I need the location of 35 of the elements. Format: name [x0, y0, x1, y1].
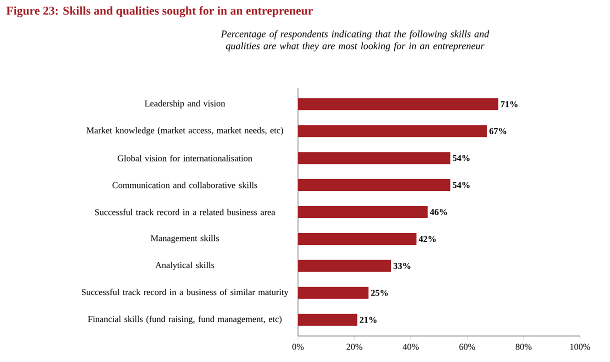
- x-tick-label: 100%: [570, 344, 590, 350]
- y-tick-label: Market knowledge (market access, market needs, etc): [86, 127, 284, 136]
- data-label: 67%: [489, 128, 506, 134]
- y-tick-label: Successful track record in a business of similar maturity: [82, 288, 288, 297]
- x-tick-label: 20%: [346, 344, 362, 350]
- bar: [298, 152, 450, 164]
- y-tick-label: Management skills: [150, 234, 219, 244]
- text: Figure 23: Skills and qualities sought for in an entrepreneur: [6, 6, 313, 18]
- y-tick-label: Financial skills (fund raising, fund management, etc): [88, 316, 282, 324]
- data-label: 71%: [500, 101, 518, 108]
- y-tick-label: Analytical skills: [155, 262, 214, 270]
- bar: [298, 260, 392, 272]
- x-tick-label: 80%: [516, 344, 532, 350]
- bar: [298, 206, 428, 218]
- bar: [298, 125, 487, 138]
- data-label: 46%: [430, 208, 448, 216]
- y-tick-label: Successful track record in a related business area: [95, 208, 276, 216]
- x-tick-label: 60%: [459, 344, 476, 350]
- x-tick-label: 40%: [402, 344, 419, 350]
- y-tick-label: Communication and collaborative skills: [112, 182, 258, 188]
- chart-subtitle: Percentage of respondents indicating that the following skills and qualities are what they are most looking for in an entrepreneur: [220, 30, 490, 52]
- x-tick-label: 0%: [292, 344, 304, 350]
- data-label: 33%: [394, 262, 410, 269]
- y-tick-label: Leadership and vision: [144, 100, 226, 108]
- data-label: 21%: [360, 316, 377, 323]
- bar: [298, 286, 368, 299]
- bar: [298, 98, 498, 110]
- data-label: 54%: [452, 155, 470, 162]
- data-label: 42%: [418, 236, 436, 242]
- data-label: 54%: [452, 182, 470, 188]
- bar: [298, 179, 450, 192]
- data-label: 25%: [371, 290, 388, 296]
- bar: [298, 232, 416, 245]
- bar: [298, 314, 358, 326]
- y-tick-label: Global vision for internationalisation: [118, 154, 252, 162]
